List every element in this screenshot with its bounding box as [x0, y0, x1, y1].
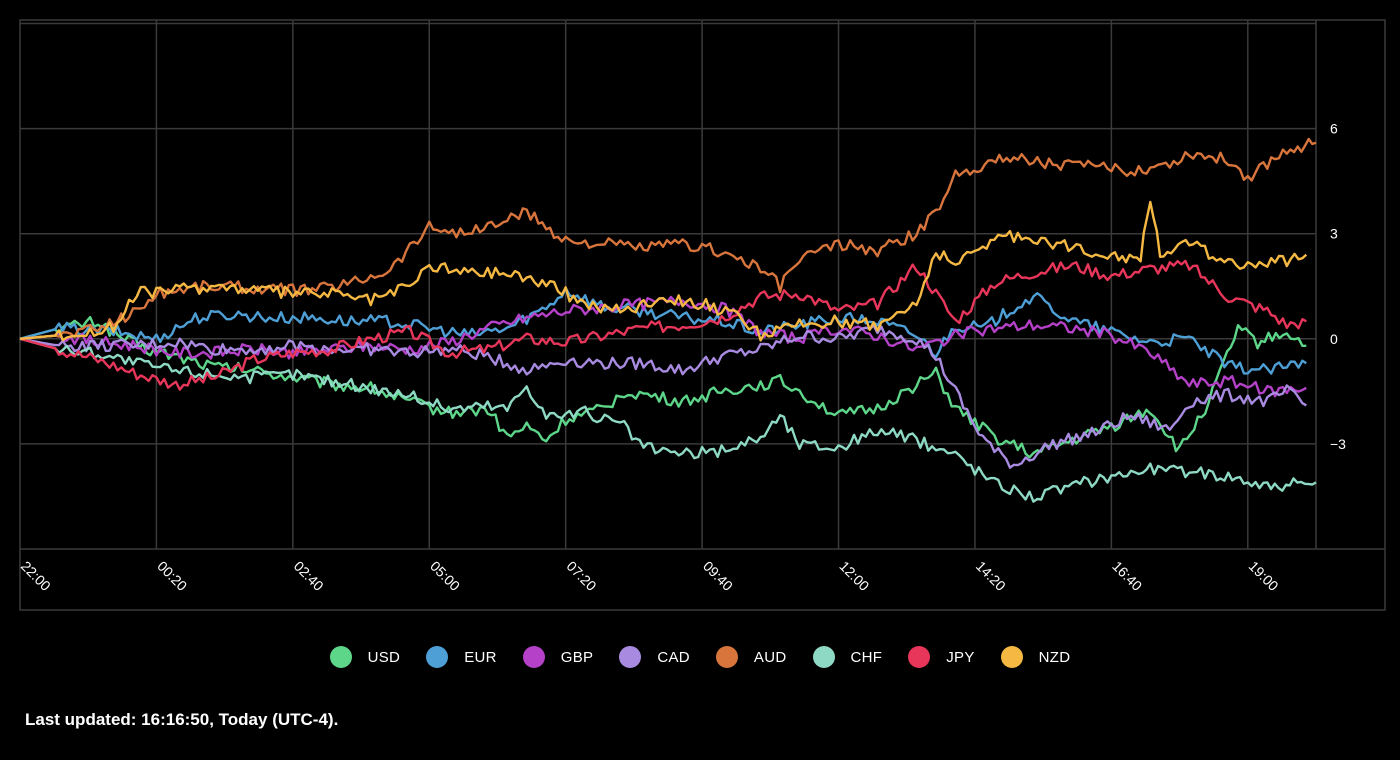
legend-dot-icon — [619, 646, 642, 668]
legend-label: JPY — [946, 648, 975, 666]
legend-dot-icon — [908, 646, 931, 668]
legend-item-aud[interactable]: AUD — [715, 646, 787, 668]
legend-dot-icon — [715, 646, 738, 668]
y-tick-label: 0 — [1330, 331, 1338, 347]
chart-grid — [19, 19, 1386, 611]
currency-strength-chart: 6 3 0 −3 22:00 00:20 02:40 05:00 07:20 09:40 12:0… — [18, 19, 1386, 611]
legend-label: CHF — [850, 648, 883, 666]
series-line-chf — [19, 337, 1317, 503]
legend-label: AUD — [753, 648, 787, 666]
legend-label: NZD — [1038, 648, 1071, 666]
y-tick-label: 6 — [1330, 121, 1338, 137]
legend-item-chf[interactable]: CHF — [812, 646, 883, 668]
x-tick-label: 02:40 — [291, 558, 327, 594]
chart-series — [19, 137, 1317, 503]
legend-dot-icon — [329, 646, 352, 668]
series-line-nzd — [19, 200, 1308, 342]
legend-item-jpy[interactable]: JPY — [908, 646, 974, 668]
series-line-cad — [19, 324, 1307, 469]
series-line-aud — [19, 137, 1317, 340]
legend-dot-icon — [812, 646, 835, 668]
x-tick-label: 16:40 — [1109, 558, 1145, 594]
x-tick-label: 00:20 — [154, 558, 190, 594]
y-tick-label: 3 — [1330, 226, 1338, 242]
legend-label: GBP — [560, 648, 594, 666]
legend-label: EUR — [464, 648, 497, 666]
chart-legend: USD EUR GBP CAD AUD CHF JPY NZD — [0, 640, 1400, 674]
x-tick-label: 19:00 — [1246, 558, 1282, 594]
x-tick-label: 05:00 — [427, 558, 463, 594]
legend-item-eur[interactable]: EUR — [426, 646, 497, 668]
y-axis-ticks: 6 3 0 −3 — [1330, 121, 1346, 452]
legend-dot-icon — [522, 646, 545, 668]
legend-dot-icon — [1000, 646, 1023, 668]
legend-item-cad[interactable]: CAD — [619, 646, 690, 668]
legend-item-gbp[interactable]: GBP — [522, 646, 594, 668]
legend-label: CAD — [657, 648, 690, 666]
y-tick-label: −3 — [1330, 436, 1346, 452]
legend-dot-icon — [426, 646, 449, 668]
x-tick-label: 12:00 — [836, 558, 872, 594]
series-line-jpy — [19, 259, 1307, 391]
x-tick-label: 14:20 — [973, 558, 1009, 594]
legend-item-usd[interactable]: USD — [329, 646, 401, 668]
legend-item-nzd[interactable]: NZD — [1000, 646, 1071, 668]
x-tick-label: 22:00 — [18, 558, 54, 594]
last-updated-text: Last updated: 16:16:50, Today (UTC-4). — [25, 710, 339, 729]
x-axis-ticks: 22:00 00:20 02:40 05:00 07:20 09:40 12:00 14:20… — [18, 558, 1282, 594]
legend-label: USD — [367, 648, 401, 666]
x-tick-label: 07:20 — [564, 558, 600, 594]
x-tick-label: 09:40 — [700, 558, 736, 594]
